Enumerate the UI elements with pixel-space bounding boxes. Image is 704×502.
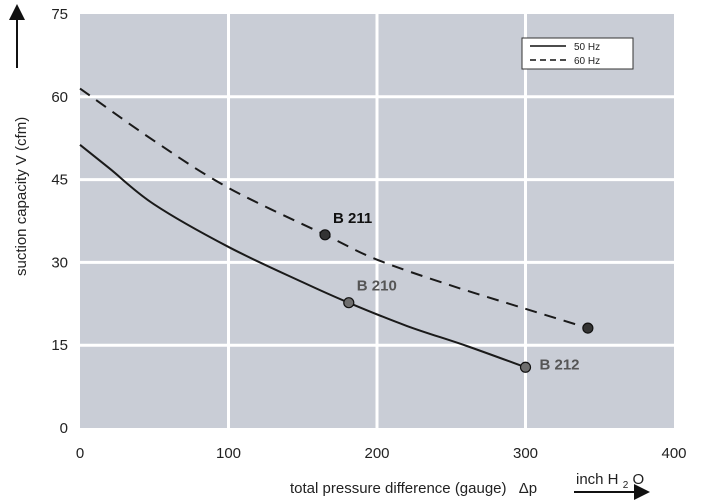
legend-label-60hz: 60 Hz xyxy=(574,56,600,67)
x-unit-tail: O xyxy=(632,471,644,488)
point-label: B 210 xyxy=(357,278,397,295)
y-tick-label: 30 xyxy=(51,254,68,271)
x-tick-label: 300 xyxy=(513,445,538,462)
x-tick-label: 200 xyxy=(364,445,389,462)
y-axis-label: suction capacity V (cfm) xyxy=(13,117,30,276)
series-line-1 xyxy=(79,87,589,330)
y-tick-label: 45 xyxy=(51,172,68,189)
data-point xyxy=(582,322,594,334)
x-tick-label: 100 xyxy=(216,445,241,462)
x-unit-subscript: 2 xyxy=(623,480,629,491)
x-unit-base: inch H xyxy=(576,471,619,488)
y-tick-label: 0 xyxy=(60,420,68,437)
grid-lines xyxy=(80,14,674,428)
legend-box xyxy=(521,37,634,70)
x-tick-label: 0 xyxy=(76,445,84,462)
x-tick-label: 400 xyxy=(661,445,686,462)
y-tick-label: 75 xyxy=(51,6,68,23)
point-label: B 211 xyxy=(333,210,372,227)
series-line-0 xyxy=(79,144,526,369)
data-point xyxy=(343,297,355,309)
x-axis-label: total pressure difference (gauge) Δp xyxy=(290,480,537,497)
x-axis-unit: inch H 2 O xyxy=(576,471,644,492)
x-tick-labels: 0 100 200 300 400 xyxy=(76,445,687,462)
point-label: B 212 xyxy=(540,356,580,373)
y-tick-label: 15 xyxy=(51,337,68,354)
x-axis-symbol: Δp xyxy=(519,480,537,497)
y-tick-label: 60 xyxy=(51,89,68,106)
data-point xyxy=(519,361,532,373)
legend: 50 Hz 60 Hz xyxy=(521,37,634,70)
data-point xyxy=(319,229,331,241)
y-tick-labels: 0 15 30 45 60 75 xyxy=(51,6,68,437)
legend-label-50hz: 50 Hz xyxy=(574,42,600,53)
data-points: B 211 B 210 B 212 xyxy=(319,210,594,373)
series-lines xyxy=(79,87,589,369)
x-axis-label-text: total pressure difference (gauge) xyxy=(290,480,507,497)
